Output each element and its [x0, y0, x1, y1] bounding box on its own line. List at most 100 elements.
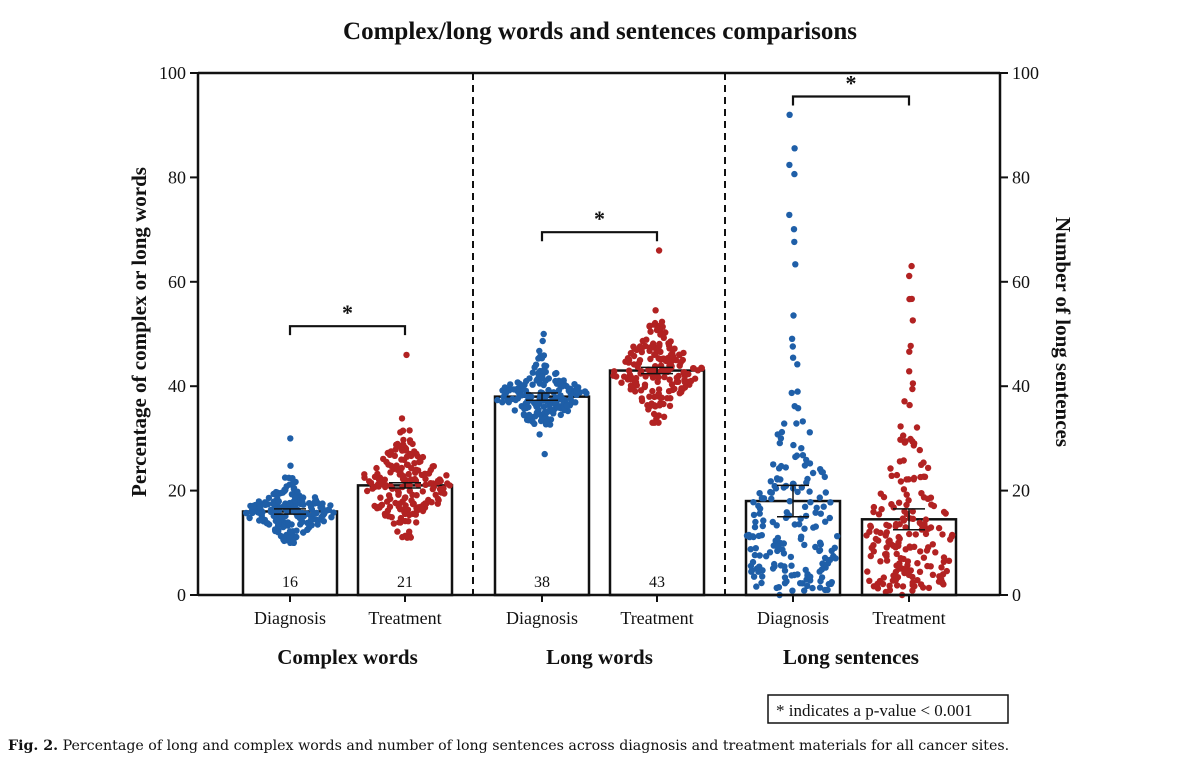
data-point — [917, 569, 923, 575]
data-point — [807, 429, 813, 435]
data-point — [877, 530, 883, 536]
data-point — [887, 465, 893, 471]
data-point — [503, 390, 509, 396]
data-point — [304, 527, 310, 533]
data-point — [656, 247, 662, 253]
data-point — [625, 358, 631, 364]
data-point — [405, 518, 411, 524]
data-point — [920, 584, 926, 590]
significance-star-1: * — [342, 300, 353, 325]
data-point — [499, 399, 505, 405]
data-point — [807, 499, 813, 505]
data-point — [553, 370, 559, 376]
data-point — [800, 418, 806, 424]
y-axis-label-right: Number of long sentences — [1051, 217, 1075, 447]
data-point — [661, 414, 667, 420]
data-point — [909, 296, 915, 302]
data-point — [906, 273, 912, 279]
data-point — [821, 504, 827, 510]
data-point — [374, 471, 380, 477]
data-point — [893, 523, 899, 529]
significance-star-2: * — [594, 206, 605, 231]
data-point — [668, 363, 674, 369]
data-point — [374, 505, 380, 511]
data-point — [633, 346, 639, 352]
data-point — [361, 471, 367, 477]
data-point — [293, 528, 299, 534]
data-point — [406, 427, 412, 433]
y-tick-label-left: 20 — [168, 481, 186, 501]
data-point — [881, 494, 887, 500]
data-point — [699, 365, 705, 371]
x-tick-label-long-words-treatment: Treatment — [620, 608, 693, 628]
data-point — [266, 521, 272, 527]
data-point — [536, 431, 542, 437]
data-point — [778, 463, 784, 469]
data-point — [904, 492, 910, 498]
data-point — [396, 501, 402, 507]
data-point — [892, 544, 898, 550]
data-point — [817, 494, 823, 500]
data-point — [753, 583, 759, 589]
data-point — [756, 533, 762, 539]
data-point — [941, 509, 947, 515]
y-tick-label-right: 0 — [1012, 585, 1021, 605]
data-point — [667, 403, 673, 409]
data-point — [633, 379, 639, 385]
data-point — [796, 521, 802, 527]
data-point — [639, 398, 645, 404]
data-point — [775, 431, 781, 437]
data-point — [511, 386, 517, 392]
data-point — [900, 583, 906, 589]
data-point — [422, 471, 428, 477]
data-point — [909, 587, 915, 593]
data-point — [396, 519, 402, 525]
data-point — [914, 577, 920, 583]
data-point — [405, 462, 411, 468]
data-point — [299, 498, 305, 504]
data-point — [651, 394, 657, 400]
data-point — [909, 438, 915, 444]
chart: Complex/long words and sentences compari… — [0, 0, 1200, 735]
data-point — [521, 412, 527, 418]
data-point — [866, 529, 872, 535]
data-point — [652, 307, 658, 313]
data-point — [642, 382, 648, 388]
data-point — [573, 388, 579, 394]
data-point — [829, 548, 835, 554]
data-point — [292, 494, 298, 500]
data-point — [276, 520, 282, 526]
data-point — [750, 533, 756, 539]
data-point — [906, 568, 912, 574]
data-point — [299, 518, 305, 524]
data-point — [767, 489, 773, 495]
legend-text: * indicates a p-value < 0.001 — [776, 701, 973, 720]
data-point — [873, 536, 879, 542]
data-point — [289, 475, 295, 481]
data-point — [794, 388, 800, 394]
data-point — [906, 349, 912, 355]
data-point — [813, 523, 819, 529]
data-point — [425, 497, 431, 503]
data-point — [657, 331, 663, 337]
caption-text: Percentage of long and complex words and… — [63, 738, 1010, 754]
data-point — [667, 395, 673, 401]
data-point — [798, 445, 804, 451]
data-point — [931, 503, 937, 509]
data-point — [670, 354, 676, 360]
y-tick-label-left: 80 — [168, 167, 186, 187]
data-point — [385, 461, 391, 467]
data-point — [257, 504, 263, 510]
caption-label: Fig. 2. — [8, 738, 58, 754]
data-point — [530, 370, 536, 376]
data-point — [566, 388, 572, 394]
data-point — [369, 485, 375, 491]
data-point — [613, 373, 619, 379]
x-tick-label-long-words-diagnosis: Diagnosis — [506, 608, 578, 628]
data-point — [752, 524, 758, 530]
y-tick-label-right: 60 — [1012, 272, 1030, 292]
data-point — [659, 319, 665, 325]
data-point — [658, 395, 664, 401]
data-point — [823, 489, 829, 495]
data-point — [938, 564, 944, 570]
